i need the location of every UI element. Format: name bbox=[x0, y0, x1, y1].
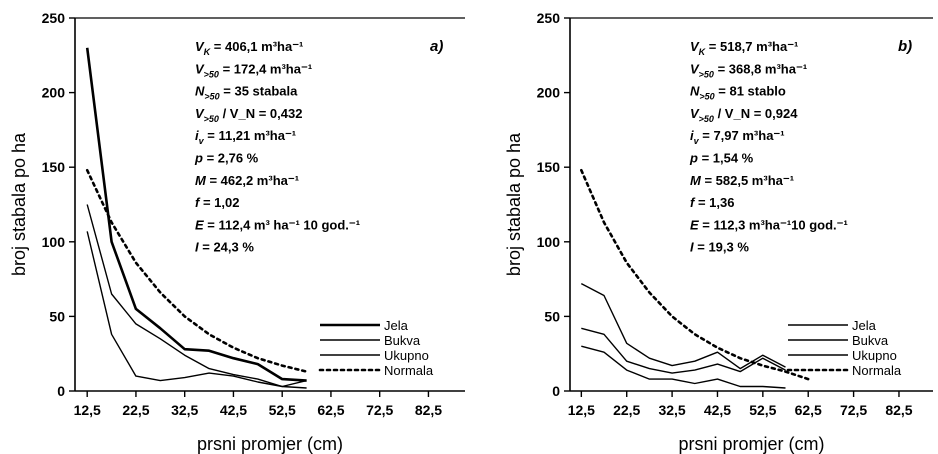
series-line-normala bbox=[85, 168, 308, 373]
x-tick-label: 72,5 bbox=[840, 402, 867, 418]
annotation-text: f = 1,36 bbox=[690, 195, 734, 210]
y-tick-label: 200 bbox=[537, 85, 561, 101]
x-tick-label: 12,5 bbox=[74, 402, 101, 418]
x-tick-label: 52,5 bbox=[269, 402, 296, 418]
series-line-jela bbox=[581, 327, 786, 374]
y-tick-label: 250 bbox=[537, 10, 561, 26]
y-tick-label: 150 bbox=[42, 159, 66, 175]
annotation-text: VK = 518,7 m³ha⁻¹ bbox=[690, 39, 798, 57]
x-tick-label: 12,5 bbox=[568, 402, 595, 418]
y-axis-label: broj stabala po ha bbox=[9, 132, 29, 276]
annotation-text: V>50 = 368,8 m³ha⁻¹ bbox=[690, 61, 807, 79]
y-tick-label: 250 bbox=[42, 10, 66, 26]
annotation-text: V>50 / V_N = 0,924 bbox=[690, 106, 798, 124]
y-tick-label: 100 bbox=[42, 234, 66, 250]
annotation-text: iv = 7,97 m³ha⁻¹ bbox=[690, 128, 785, 146]
annotation-text: E = 112,3 m³ha⁻¹10 god.⁻¹ bbox=[690, 217, 848, 232]
annotation-text: M = 462,2 m³ha⁻¹ bbox=[195, 173, 299, 188]
y-axis-label: broj stabala po ha bbox=[504, 132, 524, 276]
x-tick-label: 42,5 bbox=[704, 402, 731, 418]
legend-label-normala: Normala bbox=[384, 363, 434, 378]
annotation-text: iv = 11,21 m³ha⁻¹ bbox=[195, 128, 296, 146]
annotation-text: p = 2,76 % bbox=[194, 151, 259, 166]
chart-panel-2: 0 50 100 150 200 250 12,5 22,5 32,5 42,5 52,5 62,5 7… bbox=[504, 10, 933, 454]
x-axis-label: prsni promjer (cm) bbox=[197, 434, 343, 454]
annotation-text: I = 24,3 % bbox=[195, 240, 254, 255]
y-tick-label: 100 bbox=[537, 234, 561, 250]
legend-label-ukupno: Ukupno bbox=[384, 348, 429, 363]
x-tick-label: 32,5 bbox=[171, 402, 198, 418]
x-axis-label: prsni promjer (cm) bbox=[678, 434, 824, 454]
annotation-text: I = 19,3 % bbox=[690, 240, 749, 255]
panel-label: a) bbox=[430, 38, 443, 55]
x-tick-label: 62,5 bbox=[317, 402, 344, 418]
x-tick-label: 42,5 bbox=[220, 402, 247, 418]
legend-label-jela: Jela bbox=[384, 318, 409, 333]
series-line-bukva bbox=[86, 231, 307, 389]
annotation-text: N>50 = 81 stablo bbox=[690, 84, 786, 102]
annotation-text: VK = 406,1 m³ha⁻¹ bbox=[195, 39, 303, 57]
x-tick-label: 52,5 bbox=[749, 402, 776, 418]
x-tick-label: 22,5 bbox=[613, 402, 640, 418]
legend-label-bukva: Bukva bbox=[384, 333, 421, 348]
y-tick-label: 0 bbox=[57, 383, 65, 399]
y-tick-label: 0 bbox=[552, 383, 560, 399]
annotation-text: p = 1,54 % bbox=[689, 151, 754, 166]
x-tick-label: 72,5 bbox=[366, 402, 393, 418]
chart-panel-1: 0 50 100 150 200 250 12,5 22,5 32,5 42,5 52,5 62,5 7… bbox=[9, 10, 465, 454]
annotation-text: f = 1,02 bbox=[195, 195, 239, 210]
series-line-ukupno bbox=[86, 204, 307, 388]
legend-label-bukva: Bukva bbox=[852, 333, 889, 348]
series-line-jela bbox=[85, 47, 307, 382]
y-tick-label: 150 bbox=[537, 159, 561, 175]
legend-label-normala: Normala bbox=[852, 363, 902, 378]
x-tick-label: 82,5 bbox=[885, 402, 912, 418]
annotation-text: V>50 = 172,4 m³ha⁻¹ bbox=[195, 61, 312, 79]
annotation-text: V>50 / V_N = 0,432 bbox=[195, 106, 302, 124]
annotation-text: M = 582,5 m³ha⁻¹ bbox=[690, 173, 794, 188]
legend-label-ukupno: Ukupno bbox=[852, 348, 897, 363]
x-tick-label: 32,5 bbox=[658, 402, 685, 418]
legend-label-jela: Jela bbox=[852, 318, 877, 333]
y-tick-label: 50 bbox=[544, 308, 560, 324]
y-tick-label: 50 bbox=[49, 308, 65, 324]
x-tick-label: 22,5 bbox=[122, 402, 149, 418]
y-tick-label: 200 bbox=[42, 85, 66, 101]
panel-label: b) bbox=[898, 38, 912, 55]
series-line-bukva bbox=[581, 345, 786, 389]
series-line-normala bbox=[580, 168, 810, 381]
annotation-text: N>50 = 35 stabala bbox=[195, 84, 298, 102]
annotation-text: E = 112,4 m³ ha⁻¹ 10 god.⁻¹ bbox=[195, 217, 360, 232]
x-tick-label: 82,5 bbox=[415, 402, 442, 418]
x-tick-label: 62,5 bbox=[795, 402, 822, 418]
